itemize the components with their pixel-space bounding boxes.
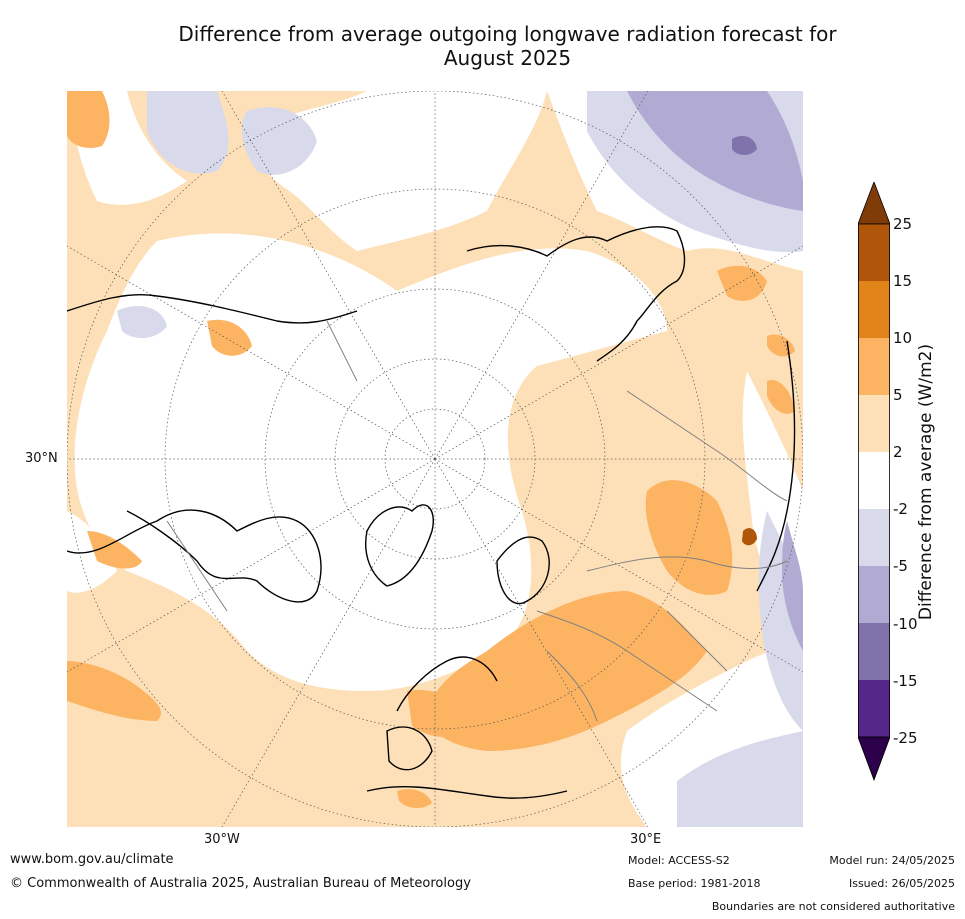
colorbar-tick-neg15: -15 — [893, 672, 918, 690]
colorbar-tick-neg25: -25 — [893, 729, 918, 747]
colorbar — [858, 182, 890, 782]
colorbar-bin-neg15-neg10 — [858, 623, 890, 680]
colorbar-tick-10: 10 — [893, 329, 913, 347]
coast-siberia — [466, 226, 686, 362]
borders — [166, 320, 788, 722]
model-text: Model: ACCESS-S2 — [628, 854, 730, 867]
issued-text: Issued: 26/05/2025 — [848, 877, 955, 890]
copyright-text: © Commonwealth of Australia 2025, Austra… — [10, 876, 471, 891]
colorbar-tick-neg10: -10 — [893, 615, 918, 633]
colorbar-bin-neg5-neg2 — [858, 509, 890, 566]
colorbar-tick-neg2: -2 — [893, 500, 908, 518]
coast-east-asia — [756, 340, 796, 592]
colorbar-tick-2: 2 — [893, 443, 903, 461]
base-period-text: Base period: 1981-2018 — [628, 877, 761, 890]
pos-zone-nw — [67, 91, 110, 148]
colorbar-bin-neg10-neg5 — [858, 566, 890, 623]
pos-zone-siberia — [645, 480, 733, 595]
pos-zone-europe — [427, 591, 707, 751]
pos-zone-mediterranean — [407, 690, 477, 738]
colorbar-under-triangle — [858, 736, 890, 782]
coast-iberia — [386, 726, 433, 771]
coast-alaska — [67, 293, 358, 324]
neg-zone-nw — [147, 91, 229, 174]
colorbar-tick-25: 25 — [893, 215, 913, 233]
colorbar-bin-15-25 — [858, 224, 890, 281]
colorbar-axis-label: Difference from average (W/m2) — [916, 343, 936, 621]
pos-zone-w-atlantic-2 — [87, 531, 142, 569]
lon-label-30w: 30°W — [204, 832, 240, 847]
neg-zone-w-small — [117, 306, 167, 338]
disclaimer-text: Boundaries are not considered authoritat… — [711, 900, 955, 913]
coast-north-america — [67, 509, 322, 603]
colorbar-tick-5: 5 — [893, 386, 903, 404]
colorbar-bin-neg2-2 — [858, 452, 890, 509]
coast-scandinavia — [496, 536, 550, 605]
coastlines — [67, 226, 796, 799]
neg-zone-se — [677, 731, 803, 827]
title-line-1: Difference from average outgoing longwav… — [178, 22, 837, 46]
lon-label-30e: 30°E — [630, 832, 662, 847]
neg-zone-ne-dark — [732, 136, 757, 155]
pos-zone-atlantic-s — [397, 789, 432, 809]
colorbar-tick-neg5: -5 — [893, 557, 908, 575]
map-title: Difference from average outgoing longwav… — [90, 22, 925, 70]
pos-zone-ne-russia — [717, 265, 767, 301]
colorbar-bin-10-15 — [858, 281, 890, 338]
colorbar-bin-2-5 — [858, 395, 890, 452]
pos-zone-w-atlantic — [67, 661, 161, 721]
neg-zone-e-medium — [782, 521, 803, 651]
coast-north-africa — [366, 786, 568, 799]
colorbar-bin-5-10 — [858, 338, 890, 395]
neg-zone-n — [241, 107, 317, 175]
website-link[interactable]: www.bom.gov.au/climate — [10, 852, 174, 867]
pos-zone-hotspot — [742, 528, 757, 546]
pos-zone-east-small-2 — [767, 380, 795, 414]
polar-map — [67, 91, 803, 827]
graticule — [67, 91, 803, 827]
colorbar-outline — [858, 223, 890, 738]
coast-europe-w — [396, 656, 498, 712]
colorbar-over-triangle — [858, 182, 890, 225]
map-svg — [67, 91, 803, 827]
model-run-text: Model run: 24/05/2025 — [829, 854, 955, 867]
coast-greenland — [365, 504, 434, 587]
neg-zone-ne-medium — [627, 91, 803, 211]
title-line-2: August 2025 — [443, 46, 572, 70]
white-zone-n-pacific — [247, 91, 547, 251]
colorbar-tick-15: 15 — [893, 272, 913, 290]
colorbar-bin-neg25-neg15 — [858, 680, 890, 737]
lat-label-30n: 30°N — [25, 451, 58, 466]
